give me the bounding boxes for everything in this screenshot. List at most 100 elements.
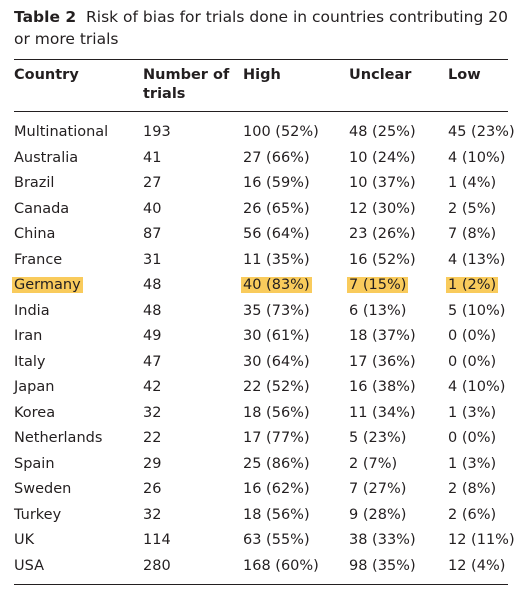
cell-country: Italy [14, 353, 45, 372]
table-row: Turkey 32 18 (56%) 9 (28%) 2 (6%) [14, 504, 508, 530]
cell-low: 12 (4%) [448, 557, 505, 576]
cell-country: Spain [14, 455, 55, 474]
cell-high-text: 16 (62%) [243, 481, 310, 497]
cell-number-of-trials-text: 26 [143, 481, 162, 497]
cell-country: Brazil [14, 174, 54, 193]
cell-low-text: 2 (8%) [448, 481, 497, 497]
cell-low: 12 (11%) [448, 531, 515, 550]
cell-high-text: 11 (35%) [243, 251, 310, 268]
cell-low: 7 (8%) [448, 225, 496, 244]
header-unclear: Unclear [349, 67, 412, 83]
cell-number-of-trials: 42 [143, 378, 161, 397]
cell-high-text: 17 (77%) [243, 430, 310, 446]
cell-low-text: 1 (3%) [448, 455, 497, 472]
cell-high: 30 (64%) [243, 353, 310, 372]
cell-country-text: Iran [14, 328, 43, 344]
cell-low-text: 5 (10%) [448, 302, 506, 319]
cell-unclear-text: 7 (27%) [349, 481, 407, 497]
cell-country-text: Italy [14, 353, 46, 370]
cell-low: 5 (10%) [448, 302, 505, 321]
cell-high-text: 168 (60%) [243, 557, 319, 574]
cell-unclear-text: 17 (36%) [349, 353, 416, 370]
cell-low-text: 45 (23%) [448, 124, 515, 140]
cell-number-of-trials-text: 31 [143, 251, 162, 268]
cell-unclear-text: 48 (25%) [349, 124, 416, 140]
cell-unclear-text: 38 (33%) [349, 532, 416, 548]
table-row: France 31 11 (35%) 16 (52%) 4 (13%) [14, 249, 508, 275]
cell-unclear-text: 23 (26%) [349, 226, 416, 242]
cell-low-text: 0 (0%) [448, 328, 497, 344]
cell-high-text: 16 (59%) [243, 175, 310, 191]
cell-high: 30 (61%) [243, 327, 310, 346]
cell-number-of-trials: 32 [143, 404, 161, 423]
cell-unclear-text: 11 (34%) [349, 404, 416, 421]
cell-country-text: Australia [14, 149, 79, 166]
cell-country-text: Brazil [14, 175, 55, 191]
cell-unclear: 9 (28%) [349, 506, 406, 525]
cell-number-of-trials-text: 32 [143, 404, 162, 421]
cell-number-of-trials-text: 280 [143, 557, 171, 574]
cell-unclear: 6 (13%) [349, 302, 406, 321]
table-body: Multinational 193 100 (52%) 48 (25%) 45 (23%… [12, 121, 515, 580]
cell-unclear: 5 (23%) [349, 429, 406, 448]
table-row: Italy 47 30 (64%) 17 (36%) 0 (0%) [14, 351, 508, 377]
table-row: Multinational 193 100 (52%) 48 (25%) 45 (23%… [14, 121, 515, 147]
header-high: High [243, 67, 281, 83]
header-rule [14, 111, 508, 112]
cell-country-text: Turkey [14, 506, 62, 523]
cell-high: 168 (60%) [243, 557, 319, 576]
cell-low: 45 (23%) [448, 123, 515, 142]
cell-number-of-trials: 48 [143, 302, 161, 321]
cell-low: 2 (5%) [448, 200, 496, 219]
cell-low-text: 1 (3%) [448, 404, 497, 421]
header-number-of-trials: Number of trials [143, 66, 229, 104]
cell-number-of-trials: 29 [143, 455, 161, 474]
cell-country: Multinational [14, 123, 108, 142]
cell-number-of-trials: 32 [143, 506, 161, 525]
table-row: Australia 41 27 (66%) 10 (24%) 4 (10%) [14, 147, 508, 173]
table-row: Canada 40 26 (65%) 12 (30%) 2 (5%) [14, 198, 508, 224]
cell-number-of-trials-text: 47 [143, 353, 162, 370]
cell-low-text: 4 (10%) [448, 149, 506, 166]
cell-number-of-trials: 27 [143, 174, 161, 193]
cell-unclear: 16 (52%) [349, 251, 416, 270]
cell-unclear-text: 6 (13%) [349, 302, 407, 319]
cell-number-of-trials-text: 48 [143, 277, 162, 293]
cell-unclear-text: 16 (38%) [349, 379, 416, 395]
table-row: China 87 56 (64%) 23 (26%) 7 (8%) [14, 223, 508, 249]
cell-number-of-trials-text: 87 [143, 226, 162, 242]
cell-country-text: UK [14, 532, 35, 548]
cell-unclear-text: 2 (7%) [349, 455, 398, 472]
table-label: Table 2 [14, 8, 77, 26]
cell-low: 0 (0%) [448, 327, 496, 346]
table-row: Korea 32 18 (56%) 11 (34%) 1 (3%) [14, 402, 508, 428]
cell-high-text: 40 (83%) [241, 277, 312, 293]
cell-high: 18 (56%) [243, 506, 310, 525]
header-trials-line1: Number of [143, 67, 230, 83]
cell-high-text: 35 (73%) [243, 302, 310, 319]
cell-high: 26 (65%) [243, 200, 310, 219]
cell-low: 4 (10%) [448, 149, 505, 168]
cell-low-text: 12 (4%) [448, 557, 506, 574]
cell-unclear: 7 (27%) [349, 480, 406, 499]
cell-country-text: China [14, 226, 56, 242]
cell-unclear-text: 18 (37%) [349, 328, 416, 344]
cell-number-of-trials-text: 40 [143, 200, 162, 217]
cell-country: Australia [14, 149, 78, 168]
cell-unclear: 48 (25%) [349, 123, 416, 142]
cell-country: France [14, 251, 62, 270]
cell-number-of-trials-text: 48 [143, 302, 162, 319]
cell-low-text: 1 (4%) [448, 175, 497, 191]
cell-unclear: 18 (37%) [349, 327, 416, 346]
cell-low: 4 (13%) [448, 251, 505, 270]
cell-high: 18 (56%) [243, 404, 310, 423]
cell-unclear: 17 (36%) [349, 353, 416, 372]
table-row: UK 114 63 (55%) 38 (33%) 12 (11%) [14, 529, 515, 555]
cell-number-of-trials-text: 22 [143, 430, 162, 446]
cell-unclear: 10 (24%) [349, 149, 416, 168]
cell-low: 1 (2%) [446, 276, 499, 295]
cell-unclear: 16 (38%) [349, 378, 416, 397]
cell-country: China [14, 225, 55, 244]
cell-high: 25 (86%) [243, 455, 310, 474]
cell-country: Turkey [14, 506, 61, 525]
